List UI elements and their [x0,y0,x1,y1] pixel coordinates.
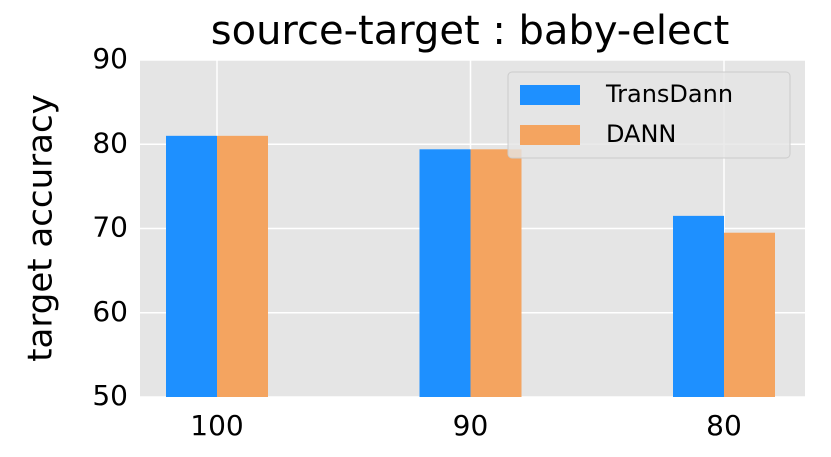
y-tick-label: 70 [92,211,128,244]
legend-label: DANN [606,120,676,148]
legend-label: TransDann [605,80,733,108]
legend-swatch [520,85,580,105]
bar [673,215,724,397]
x-tick-label: 80 [706,409,742,442]
bar [217,135,268,397]
y-tick-label: 60 [92,295,128,328]
y-tick-label: 50 [92,379,128,412]
x-tick-label: 100 [190,409,243,442]
legend: TransDann DANN [507,71,791,159]
x-tick-label: 90 [453,409,489,442]
bar [166,135,217,397]
y-axis-label: target accuracy [21,94,61,362]
y-tick-label: 80 [92,126,128,159]
bar [419,149,471,397]
bars [166,135,775,397]
chart-title: source-target : baby-elect [211,8,730,54]
bar [724,232,775,397]
legend-swatch [520,125,580,145]
y-tick-label: 90 [92,42,128,75]
bar [470,149,522,397]
